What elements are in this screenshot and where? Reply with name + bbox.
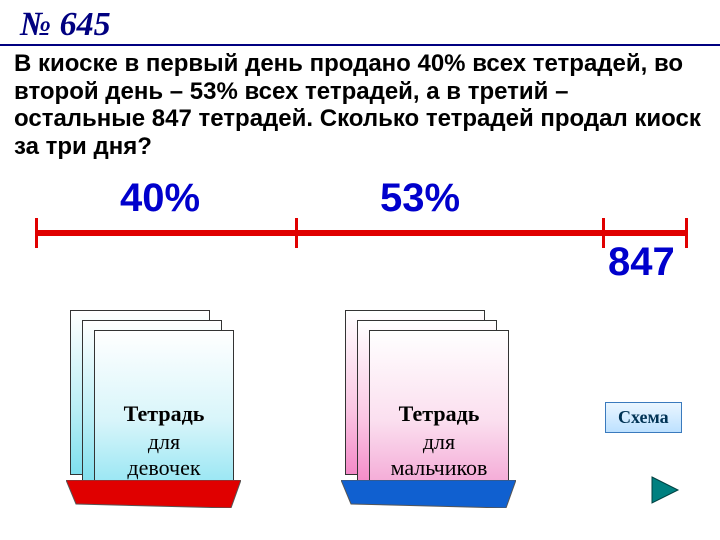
next-arrow-icon[interactable] bbox=[650, 475, 684, 505]
notebook-girls-title: Тетрадь bbox=[95, 401, 233, 427]
notebook-boys-sub1: для bbox=[370, 429, 508, 455]
notebook-boys-base bbox=[341, 480, 516, 508]
segment-label-1: 40% bbox=[120, 176, 200, 221]
tick-end bbox=[685, 218, 688, 248]
title-underline bbox=[0, 44, 720, 46]
notebook-girls-base bbox=[66, 480, 241, 508]
notebook-boys-sub2: мальчиков bbox=[370, 455, 508, 481]
timeline-bar bbox=[35, 230, 685, 236]
tick-2 bbox=[602, 218, 605, 248]
segment-label-3: 847 bbox=[608, 240, 675, 285]
tick-1 bbox=[295, 218, 298, 248]
notebook-page-front: Тетрадь для мальчиков bbox=[369, 330, 509, 495]
notebook-girls-sub2: девочек bbox=[95, 455, 233, 481]
notebook-boys-title: Тетрадь bbox=[370, 401, 508, 427]
notebook-page-front: Тетрадь для девочек bbox=[94, 330, 234, 495]
problem-number: № 645 bbox=[20, 6, 111, 44]
segment-label-2: 53% bbox=[380, 176, 460, 221]
notebook-boys: Тетрадь для мальчиков bbox=[345, 310, 515, 500]
tick-start bbox=[35, 218, 38, 248]
schema-button[interactable]: Схема bbox=[605, 402, 682, 433]
problem-text: В киоске в первый день продано 40% всех … bbox=[14, 50, 706, 160]
notebook-girls-sub1: для bbox=[95, 429, 233, 455]
notebook-girls: Тетрадь для девочек bbox=[70, 310, 240, 500]
